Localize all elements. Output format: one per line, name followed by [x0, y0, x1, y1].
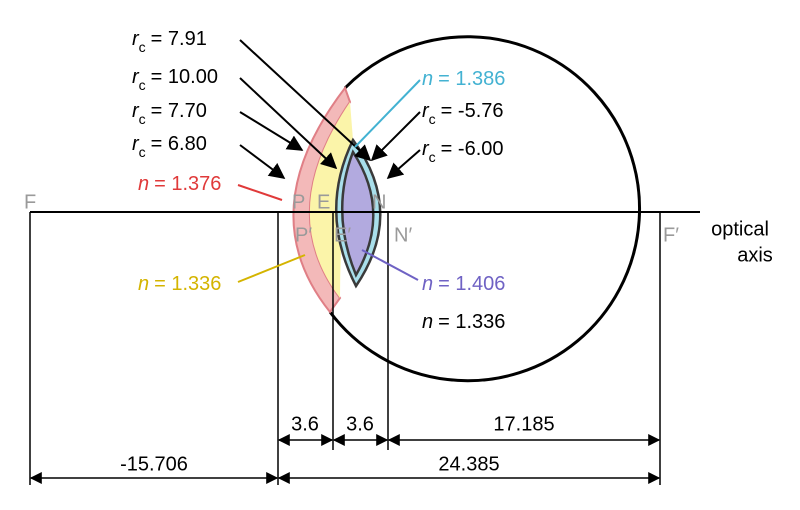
axis-label: optical [711, 218, 769, 240]
value: = 10.00 [151, 66, 218, 88]
value: = 1.376 [154, 173, 221, 195]
index-label: n = 1.376 [138, 173, 221, 195]
point-label: E [317, 191, 330, 213]
leader [239, 77, 338, 170]
extension-lines [29, 212, 661, 485]
value: = 1.386 [438, 68, 505, 90]
point-label: N [372, 191, 386, 213]
subscript: c [429, 111, 436, 127]
value: = 7.70 [151, 100, 207, 122]
dimension-lines [29, 434, 661, 484]
radius-label: rc = -6.00 [422, 138, 504, 164]
symbol: r [132, 133, 140, 155]
dimension-label: -15.706 [120, 453, 188, 475]
value: = -5.76 [441, 100, 504, 122]
symbol: n [138, 173, 149, 195]
subscript: c [429, 149, 436, 165]
index-label: n = 1.336 [138, 273, 221, 295]
lens-nucleus [341, 149, 375, 278]
value: = -6.00 [441, 138, 504, 160]
point-label: E′ [334, 224, 351, 246]
value: = 6.80 [151, 133, 207, 155]
radius-label: rc = 7.70 [132, 100, 207, 126]
leader [239, 144, 286, 179]
leaders [237, 39, 421, 283]
leader [237, 184, 283, 201]
leader [386, 149, 421, 180]
symbol: r [422, 138, 430, 160]
radius-label: rc = 7.91 [132, 28, 207, 54]
eye [292, 35, 641, 383]
subscript: c [139, 144, 146, 160]
value: = 1.336 [438, 311, 505, 333]
leader [370, 111, 421, 162]
point-label: F′ [663, 224, 679, 246]
radius-label: rc = 10.00 [132, 66, 218, 92]
symbol: n [422, 68, 433, 90]
dimension-label: 17.185 [493, 413, 554, 435]
symbol: n [138, 273, 149, 295]
subscript: c [139, 77, 146, 93]
symbol: r [132, 66, 140, 88]
dimension-label: 3.6 [291, 413, 319, 435]
symbol: r [422, 100, 430, 122]
index-label: n = 1.336 [422, 311, 505, 333]
symbol: n [422, 273, 433, 295]
value: = 1.406 [438, 273, 505, 295]
symbol: r [132, 100, 140, 122]
index-label: n = 1.386 [422, 68, 505, 90]
aqueous [309, 102, 353, 298]
value: = 7.91 [151, 28, 207, 50]
radius-label: rc = -5.76 [422, 100, 504, 126]
radius-label: rc = 6.80 [132, 133, 207, 159]
subscript: c [139, 111, 146, 127]
symbol: n [422, 311, 433, 333]
point-label: P [292, 191, 305, 213]
symbol: r [132, 28, 140, 50]
axis-label: axis [737, 244, 773, 266]
index-label: n = 1.406 [422, 273, 505, 295]
leader [354, 79, 421, 148]
point-label: F [24, 191, 36, 213]
point-label: P′ [295, 224, 312, 246]
dimension-label: 24.385 [438, 453, 499, 475]
dimension-label: 3.6 [346, 413, 374, 435]
subscript: c [139, 39, 146, 55]
eyeball [328, 35, 641, 383]
point-label: N′ [394, 224, 412, 246]
leader [361, 249, 419, 281]
leader [239, 111, 304, 151]
leader [237, 254, 306, 283]
leader [239, 39, 372, 162]
value: = 1.336 [154, 273, 221, 295]
